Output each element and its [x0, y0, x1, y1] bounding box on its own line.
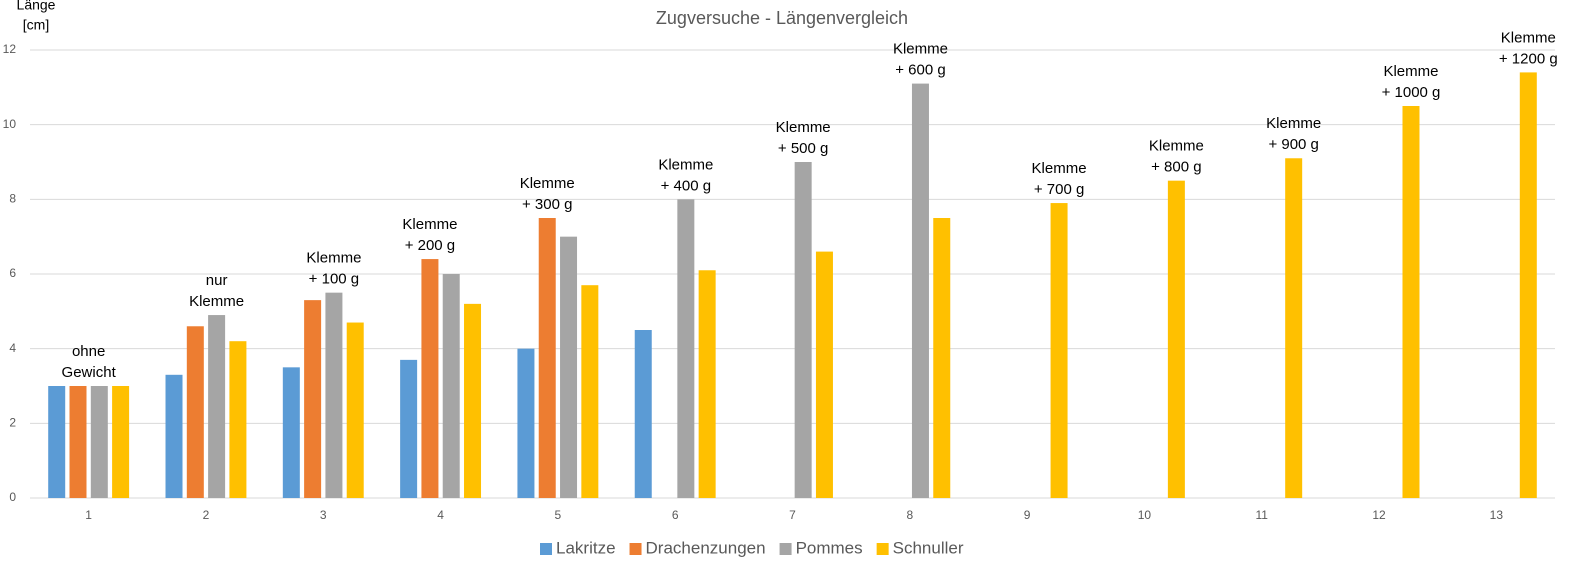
bar: [165, 374, 183, 498]
x-tick-label: 8: [906, 508, 913, 522]
y-tick-label: 12: [3, 42, 17, 56]
y-tick-label: 8: [9, 192, 16, 206]
bar: [304, 300, 322, 498]
annotation: Klemme: [1032, 160, 1087, 177]
bar: [933, 218, 951, 498]
annotation: Klemme: [402, 216, 457, 233]
x-tick-label: 7: [789, 508, 796, 522]
annotation: Klemme: [1266, 115, 1321, 132]
annotation: Gewicht: [62, 364, 117, 381]
bar: [634, 330, 652, 498]
bar: [282, 367, 300, 498]
annotation: Klemme: [306, 250, 361, 267]
bar: [229, 341, 247, 498]
y-tick-label: 4: [9, 341, 16, 355]
bar: [538, 218, 556, 498]
legend-swatch: [540, 543, 552, 555]
legend-swatch: [779, 543, 792, 555]
bar: [1167, 180, 1185, 498]
annotation: + 300 g: [522, 196, 572, 213]
y-tick-label: 10: [3, 117, 17, 131]
annotation: + 600 g: [895, 62, 945, 79]
annotation: ohne: [72, 343, 105, 360]
annotation: + 100 g: [309, 271, 359, 288]
bar: [112, 386, 130, 498]
annotation: Klemme: [1149, 138, 1204, 155]
annotation: Klemme: [776, 119, 831, 136]
bar: [464, 303, 482, 498]
bar: [69, 386, 87, 498]
bar: [1050, 203, 1068, 499]
annotation: Klemme: [658, 156, 713, 173]
bar: [911, 83, 929, 498]
x-tick-label: 12: [1372, 508, 1386, 522]
legend-swatch: [876, 543, 889, 555]
annotation: + 900 g: [1268, 136, 1318, 153]
bar: [325, 292, 343, 498]
annotation: + 200 g: [405, 237, 455, 254]
x-tick-label: 13: [1490, 508, 1504, 522]
y-tick-label: 6: [9, 266, 16, 280]
x-tick-label: 2: [203, 508, 210, 522]
x-tick-label: 5: [555, 508, 562, 522]
annotation: Klemme: [1501, 29, 1556, 46]
legend-label: Pommes: [796, 538, 863, 557]
annotation: Klemme: [520, 175, 575, 192]
annotation: Klemme: [893, 41, 948, 58]
bar: [1285, 158, 1303, 498]
annotation: nur: [206, 272, 228, 289]
bar: [208, 315, 226, 498]
legend-label: Lakritze: [556, 538, 616, 557]
legend-label: Schnuller: [893, 538, 964, 557]
y-axis-label: [cm]: [23, 17, 49, 33]
bar: [186, 326, 204, 498]
y-tick-label: 0: [9, 490, 16, 504]
annotation: + 1000 g: [1382, 84, 1441, 101]
chart-title: Zugversuche - Längenvergleich: [656, 8, 908, 28]
bar: [48, 386, 66, 498]
legend-swatch: [629, 543, 642, 555]
y-tick-label: 2: [9, 416, 16, 430]
y-axis-label: Länge: [17, 0, 56, 13]
annotation: Klemme: [1383, 63, 1438, 80]
annotation: + 700 g: [1034, 181, 1084, 198]
bar: [517, 348, 535, 498]
bar: [442, 274, 460, 498]
bar: [1402, 106, 1420, 498]
bar: [815, 251, 833, 498]
x-tick-label: 9: [1024, 508, 1031, 522]
bar: [1519, 72, 1537, 499]
x-tick-label: 6: [672, 508, 679, 522]
bar: [90, 386, 108, 498]
legend-label: Drachenzungen: [646, 538, 766, 557]
x-tick-label: 11: [1255, 508, 1268, 522]
bar: [421, 259, 439, 498]
annotation: Klemme: [189, 293, 244, 310]
x-tick-label: 1: [85, 508, 92, 522]
x-tick-label: 10: [1138, 508, 1152, 522]
bar: [400, 359, 418, 498]
bar: [346, 322, 364, 498]
x-tick-label: 3: [320, 508, 327, 522]
annotation: + 1200 g: [1499, 50, 1558, 67]
bar: [581, 285, 599, 498]
bar: [794, 162, 812, 498]
bar: [698, 270, 716, 498]
annotation: + 500 g: [778, 140, 828, 157]
bar: [560, 236, 578, 498]
bar: [677, 199, 695, 499]
x-tick-label: 4: [437, 508, 444, 522]
annotation: + 400 g: [661, 177, 711, 194]
annotation: + 800 g: [1151, 159, 1201, 176]
